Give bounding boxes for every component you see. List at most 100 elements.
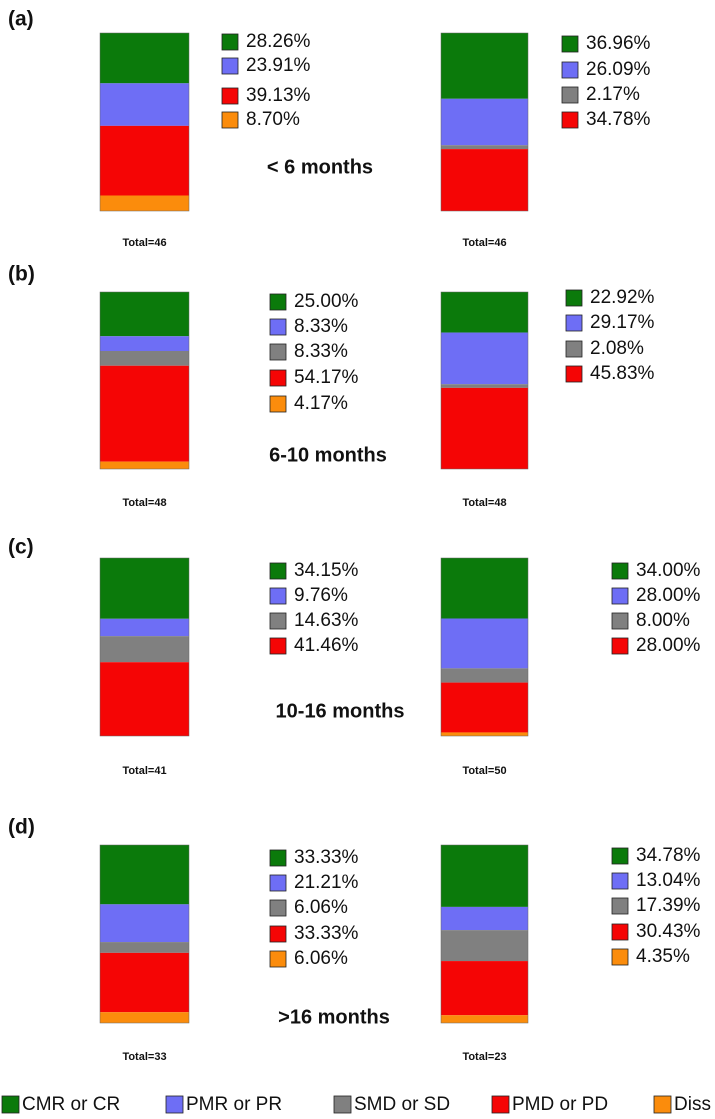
panel-label: (d) <box>8 816 35 839</box>
bar-segment <box>441 145 528 150</box>
bar-segment <box>100 83 189 126</box>
bar-segment <box>100 33 189 84</box>
value-label: 28.00% <box>636 635 701 656</box>
legend-swatch <box>611 847 629 865</box>
bar-segment <box>100 558 189 619</box>
bar-segment <box>100 125 189 196</box>
bar-segment <box>100 618 189 637</box>
total-label: Total=33 <box>122 1051 166 1063</box>
legend-swatch <box>221 57 239 75</box>
value-label: 54.17% <box>294 367 359 388</box>
bar-outline <box>99 844 190 1024</box>
value-label: 33.33% <box>294 923 359 944</box>
total-label: Total=48 <box>122 497 166 509</box>
value-label: 45.83% <box>590 363 655 384</box>
bar-segment <box>441 668 528 683</box>
legend-swatch <box>561 61 579 79</box>
value-label: 22.92% <box>590 287 655 308</box>
legend-swatch <box>221 33 239 51</box>
legend-swatch <box>165 1095 184 1114</box>
bar-outline <box>99 557 190 737</box>
legend-swatch <box>561 35 579 53</box>
value-label: 41.46% <box>294 635 359 656</box>
legend-swatch <box>611 948 629 966</box>
total-label: Total=41 <box>122 765 166 777</box>
legend-swatch <box>269 637 287 655</box>
legend-swatch <box>1 1095 20 1114</box>
bar-segment <box>441 384 528 388</box>
legend-swatch <box>269 925 287 943</box>
bar-outline <box>440 557 529 737</box>
bar-segment <box>100 350 189 366</box>
period-label: 6-10 months <box>269 444 387 466</box>
value-label: 28.26% <box>246 31 311 52</box>
bar-outline <box>440 32 529 212</box>
legend-swatch <box>269 950 287 968</box>
legend-swatch <box>491 1095 510 1114</box>
legend-swatch <box>565 314 583 332</box>
value-label: 29.17% <box>590 312 655 333</box>
value-label: 34.15% <box>294 560 359 581</box>
legend-swatch <box>611 923 629 941</box>
legend-swatch <box>611 587 629 605</box>
bar-segment <box>441 387 528 469</box>
bar-segment <box>100 845 189 905</box>
bar-segment <box>100 662 189 736</box>
legend-swatch <box>565 365 583 383</box>
total-label: Total=50 <box>462 765 506 777</box>
legend-swatch <box>269 874 287 892</box>
value-label: 9.76% <box>294 585 348 606</box>
bar-segment <box>441 961 528 1016</box>
legend-swatch <box>269 343 287 361</box>
value-label: 8.00% <box>636 610 690 631</box>
legend-swatch <box>269 318 287 336</box>
bar-segment <box>441 906 528 931</box>
value-label: 36.96% <box>586 33 651 54</box>
bar-segment <box>441 558 528 619</box>
legend-swatch <box>269 899 287 917</box>
legend-entry: SMD or SD <box>354 1094 450 1115</box>
value-label: 8.33% <box>294 341 348 362</box>
value-label: 8.33% <box>294 316 348 337</box>
value-label: 14.63% <box>294 610 359 631</box>
bar-segment <box>100 336 189 351</box>
value-label: 30.43% <box>636 921 701 942</box>
bar-outline <box>440 291 529 470</box>
bar-segment <box>441 732 528 736</box>
value-label: 23.91% <box>246 55 311 76</box>
value-label: 8.70% <box>246 109 300 130</box>
bar-segment <box>441 930 528 962</box>
value-label: 39.13% <box>246 85 311 106</box>
bar-segment <box>100 365 189 462</box>
value-label: 6.06% <box>294 948 348 969</box>
legend-swatch <box>269 369 287 387</box>
legend-swatch <box>269 587 287 605</box>
legend-swatch <box>561 111 579 129</box>
legend-swatch <box>611 612 629 630</box>
bar-segment <box>100 942 189 953</box>
bar-segment <box>100 904 189 943</box>
bar-segment <box>441 618 528 669</box>
period-label: < 6 months <box>267 156 373 178</box>
bar-segment <box>100 195 189 211</box>
value-label: 13.04% <box>636 870 701 891</box>
bar-segment <box>441 845 528 907</box>
legend-swatch <box>565 289 583 307</box>
value-label: 2.17% <box>586 84 640 105</box>
value-label: 28.00% <box>636 585 701 606</box>
total-label: Total=46 <box>462 237 506 249</box>
value-label: 34.00% <box>636 560 701 581</box>
legend-swatch <box>269 849 287 867</box>
value-label: 4.35% <box>636 946 690 967</box>
total-label: Total=23 <box>462 1051 506 1063</box>
bar-segment <box>100 461 189 469</box>
bar-segment <box>441 33 528 99</box>
legend-swatch <box>269 395 287 413</box>
value-label: 25.00% <box>294 291 359 312</box>
legend-swatch <box>611 897 629 915</box>
value-label: 26.09% <box>586 59 651 80</box>
bar-segment <box>100 292 189 337</box>
bar-outline <box>99 291 190 470</box>
legend-swatch <box>565 340 583 358</box>
legend-entry: PMR or PR <box>186 1094 282 1115</box>
